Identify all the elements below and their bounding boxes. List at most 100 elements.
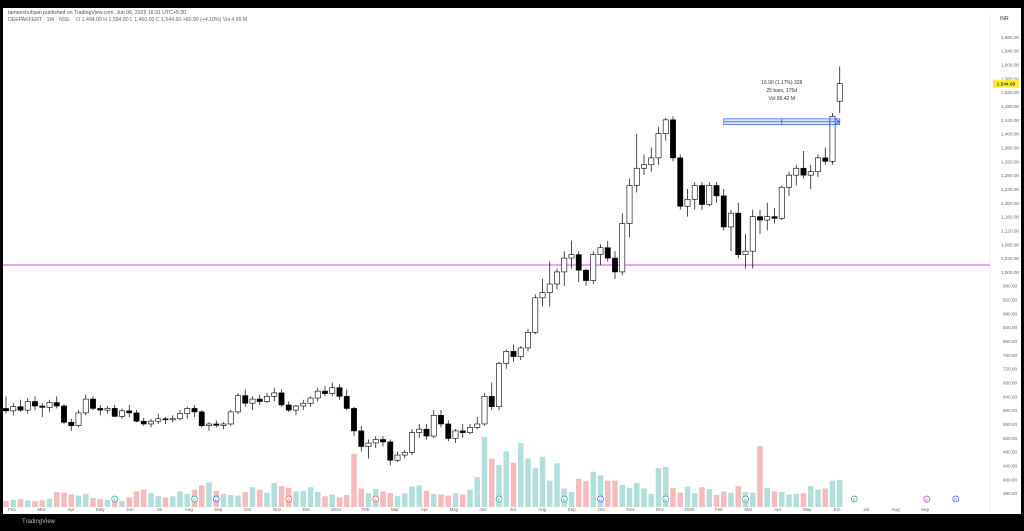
volume-bar — [155, 496, 162, 507]
candle-body — [706, 185, 713, 205]
candle-body — [409, 432, 415, 453]
price-tick-label: 680.00 — [1003, 381, 1017, 386]
event-marker-icon[interactable] — [212, 495, 220, 503]
price-chart[interactable]: INR 1,680.00 1,640.00 1,600.00 1,560.00 1,520… — [0, 0, 1024, 514]
volume-bar — [271, 483, 278, 507]
time-tick-label: Apr — [421, 507, 429, 512]
price-tick-label: 360.00 — [1003, 491, 1017, 496]
event-marker-icon[interactable] — [952, 495, 960, 503]
arrow-head-icon — [834, 118, 841, 126]
candle-body — [807, 171, 814, 176]
event-marker-icon[interactable] — [850, 495, 858, 503]
candle-body — [641, 164, 647, 169]
candle-body — [452, 430, 459, 439]
volume-bar — [728, 492, 734, 507]
candle-body — [401, 452, 408, 456]
volume-bar — [307, 487, 314, 507]
candle-body — [525, 332, 531, 349]
volume-bar — [148, 493, 154, 507]
candle-body — [111, 408, 118, 417]
volume-bar — [242, 492, 249, 507]
event-marker-letter: E — [113, 497, 116, 502]
candle-body — [438, 415, 444, 425]
volume-bar — [612, 480, 618, 507]
candle-body — [75, 412, 82, 426]
volume-bar — [358, 488, 365, 507]
volume-bar — [604, 480, 611, 507]
time-tick-label: Aug — [185, 507, 194, 512]
event-marker-icon[interactable] — [560, 495, 568, 503]
volume-bar — [206, 482, 212, 507]
volume-bar — [416, 485, 423, 507]
time-tick-label: Jun — [126, 507, 134, 512]
symbol-name: DEEPAKFERT · 1W · NSE — [8, 17, 70, 23]
candle-body — [264, 396, 270, 402]
volume-bar — [75, 495, 82, 507]
candle-body — [713, 185, 720, 197]
volume-bar — [829, 480, 836, 507]
volume-bar — [539, 456, 546, 507]
volume-bar — [46, 498, 53, 507]
time-tick-label: Nov — [273, 507, 282, 512]
volume-bar — [445, 495, 452, 507]
candle-body — [387, 441, 394, 461]
price-tick-label: 1,400.00 — [1001, 132, 1019, 137]
chart-panel: tamanshuhjain published on TradingView.c… — [3, 8, 1021, 514]
volume-bar — [133, 491, 140, 507]
price-tick-label: 1,280.00 — [1001, 173, 1019, 178]
candle-body — [691, 185, 698, 200]
time-tick-label: Jul — [510, 507, 516, 512]
measure-label-volume: Vol 89.42 M — [769, 96, 795, 102]
event-marker-icon[interactable] — [662, 495, 670, 503]
candle-body — [423, 428, 430, 437]
event-marker-icon[interactable] — [495, 495, 503, 503]
volume-bar — [510, 462, 517, 507]
price-tick-label: 880.00 — [1003, 311, 1017, 316]
candle-body — [655, 133, 662, 159]
time-tick-label: Sep — [921, 507, 930, 512]
event-marker-icon[interactable] — [923, 495, 931, 503]
symbol-legend: DEEPAKFERT · 1W · NSE O 1,494.00 H 1,594… — [8, 17, 252, 23]
candle-body — [126, 410, 133, 414]
candle-body — [184, 408, 191, 414]
time-tick-label: May — [803, 507, 812, 512]
candle-body — [394, 454, 401, 461]
volume-bar — [583, 481, 589, 507]
volume-bar — [459, 494, 466, 507]
event-marker-letter: E — [925, 497, 928, 502]
candle-body — [467, 427, 473, 433]
candle-body — [474, 423, 481, 428]
event-marker-icon[interactable] — [742, 495, 749, 503]
candle-body — [271, 392, 278, 397]
candle-body — [213, 423, 220, 426]
volume-bar — [641, 488, 647, 507]
event-marker-icon[interactable] — [372, 495, 380, 503]
candle-body — [162, 418, 169, 421]
event-marker-letter: E — [287, 497, 290, 502]
time-tick-label: Apr — [67, 507, 75, 512]
volume-bar — [822, 488, 829, 507]
candle-body — [583, 269, 589, 281]
volume-bar — [68, 494, 75, 507]
price-tick-label: 480.00 — [1003, 450, 1017, 455]
candle-body — [720, 195, 727, 228]
time-tick-label: Aug — [892, 507, 901, 512]
event-marker-icon[interactable] — [111, 495, 119, 503]
candle-body — [10, 406, 17, 412]
candle-body — [430, 415, 437, 437]
event-marker-icon[interactable] — [191, 495, 198, 503]
candle-body — [561, 257, 568, 273]
volume-bar — [575, 478, 582, 507]
event-marker-icon[interactable] — [285, 495, 293, 503]
candle-body — [380, 439, 386, 443]
candle-body — [329, 387, 336, 394]
event-marker-icon[interactable] — [597, 495, 604, 503]
volume-bar — [227, 495, 234, 507]
volume-bar — [97, 499, 104, 507]
volume-bar — [343, 495, 350, 507]
volume-bar — [119, 501, 125, 507]
volume-bar — [235, 495, 241, 507]
event-marker-letter: E — [664, 497, 667, 502]
volume-bar — [546, 480, 553, 507]
event-marker-letter: E — [498, 497, 501, 502]
